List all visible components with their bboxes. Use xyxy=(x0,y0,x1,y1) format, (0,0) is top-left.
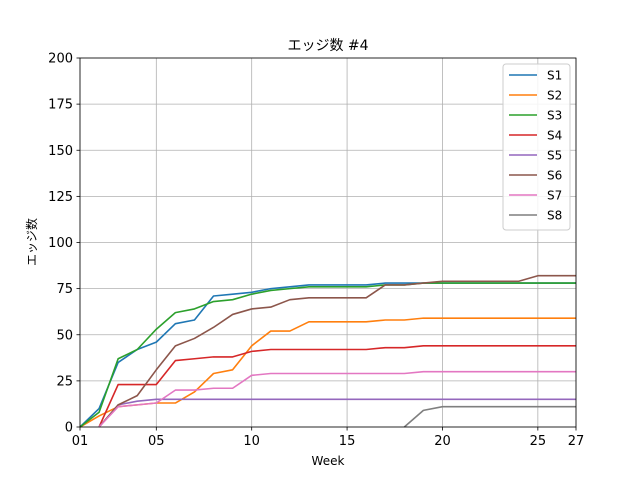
y-tick-label: 75 xyxy=(56,282,73,297)
y-axis-label: エッジ数 xyxy=(24,218,39,266)
y-tick-label: 100 xyxy=(48,236,73,251)
x-axis-label: Week xyxy=(312,454,345,468)
y-tick-label: 25 xyxy=(56,374,73,389)
legend-label-s2: S2 xyxy=(547,89,562,103)
series-line-s5 xyxy=(98,398,576,428)
legend-label-s1: S1 xyxy=(547,69,562,83)
x-tick-label: 27 xyxy=(568,434,585,449)
legend-label-s5: S5 xyxy=(547,149,562,163)
x-tick-label: 01 xyxy=(72,434,89,449)
y-tick-label: 125 xyxy=(48,190,73,205)
series-line-s6 xyxy=(98,274,576,428)
axis-ticks: 01 05 10 15 20 25 27 0 25 50 75 100 125 150 175 200 xyxy=(48,52,584,450)
series-line-s7 xyxy=(98,370,576,428)
series-line-s3 xyxy=(79,282,576,428)
x-tick-label: 10 xyxy=(243,434,260,449)
legend-label-s3: S3 xyxy=(547,109,562,123)
legend-label-s8: S8 xyxy=(547,209,562,223)
series-line-s4 xyxy=(98,345,576,428)
legend-label-s4: S4 xyxy=(547,129,562,143)
y-tick-label: 150 xyxy=(48,144,73,159)
y-tick-label: 200 xyxy=(48,52,73,67)
y-tick-label: 0 xyxy=(65,421,73,436)
x-tick-label: 05 xyxy=(148,434,165,449)
legend-label-s7: S7 xyxy=(547,189,562,203)
y-tick-label: 175 xyxy=(48,98,73,113)
legend-box xyxy=(502,63,571,231)
series-line-s8 xyxy=(403,405,576,428)
x-tick-label: 25 xyxy=(530,434,547,449)
legend-label-s6: S6 xyxy=(547,169,562,183)
chart-title: エッジ数 #4 xyxy=(287,38,368,54)
legend: S1 S2 S3 S4 S5 S6 S7 S8 xyxy=(502,63,571,231)
series-lines xyxy=(79,274,576,428)
x-tick-label: 20 xyxy=(434,434,451,449)
series-line-s2 xyxy=(79,317,576,428)
series-line-s1 xyxy=(79,282,576,428)
y-tick-label: 50 xyxy=(56,328,73,343)
x-tick-label: 15 xyxy=(339,434,356,449)
